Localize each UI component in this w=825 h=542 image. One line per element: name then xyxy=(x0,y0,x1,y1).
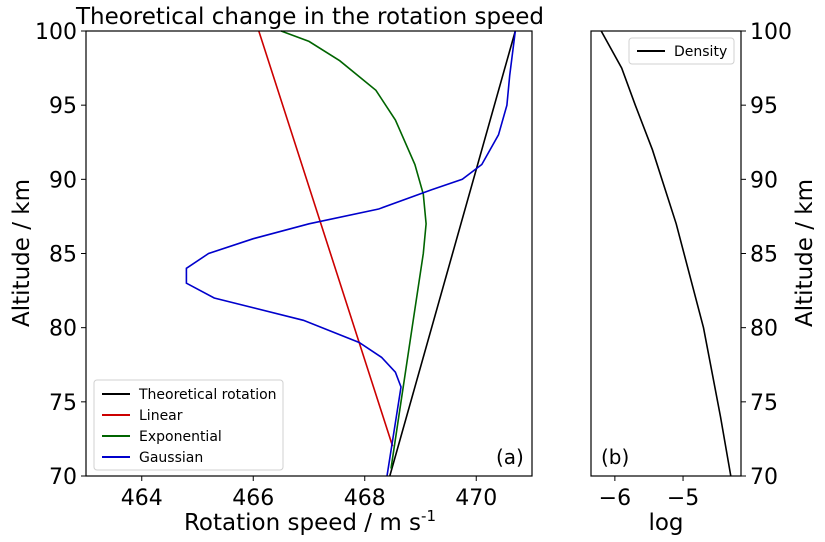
panel-a-y-axis-label: Altitude / km xyxy=(9,179,35,327)
legend-box xyxy=(628,37,735,65)
series-line-gaussian xyxy=(185,30,517,477)
y-tick-label: 90 xyxy=(49,168,77,193)
x-tick-label: 468 xyxy=(344,486,386,511)
legend-label-exponential: Exponential xyxy=(139,429,222,445)
panel-a-y-ticks: 70 75 80 85 90 95 100 xyxy=(35,20,86,490)
y-tick-label: 95 xyxy=(750,94,778,119)
y-tick-label: 95 xyxy=(49,94,77,119)
panel-a: Theoretical change in the rotation speed… xyxy=(9,4,544,536)
x-tick-label: 464 xyxy=(121,486,163,511)
panel-b-x-axis-label: log xyxy=(648,510,683,536)
y-tick-label: 90 xyxy=(750,168,778,193)
y-tick-label: 100 xyxy=(750,20,792,45)
y-tick-label: 80 xyxy=(49,317,77,342)
x-tick-label: −6 xyxy=(599,486,631,511)
panel-b-y-axis-label: Altitude / km xyxy=(792,179,818,327)
panel-b-series xyxy=(600,30,732,477)
series-line-theoretical-rotation xyxy=(389,30,517,477)
legend-label-linear: Linear xyxy=(139,408,183,424)
x-tick-label: 466 xyxy=(232,486,274,511)
legend-label-density: Density xyxy=(674,44,727,60)
panel-a-legend: Theoretical rotation Linear Exponential … xyxy=(93,379,284,471)
series-line-density xyxy=(600,30,732,477)
chart-title: Theoretical change in the rotation speed xyxy=(75,4,544,30)
legend-label-gaussian: Gaussian xyxy=(139,450,203,466)
y-tick-label: 85 xyxy=(750,243,778,268)
panel-a-x-ticks: 464 466 468 470 xyxy=(121,476,497,511)
panel-b-label: (b) xyxy=(601,445,629,469)
legend-label-theoretical: Theoretical rotation xyxy=(138,387,277,403)
y-tick-label: 70 xyxy=(49,465,77,490)
x-tick-label: 470 xyxy=(455,486,497,511)
y-tick-label: 80 xyxy=(750,317,778,342)
panel-a-label: (a) xyxy=(496,445,524,469)
legend-box xyxy=(93,379,284,471)
y-tick-label: 85 xyxy=(49,243,77,268)
series-line-linear xyxy=(258,30,394,447)
panel-a-series xyxy=(185,30,517,477)
x-tick-label: −5 xyxy=(667,486,699,511)
panel-b-x-ticks: −6 −5 xyxy=(599,476,699,511)
series-line-exponential xyxy=(280,30,427,469)
panel-b-legend: Density xyxy=(628,37,735,65)
panel-b-y-ticks: 70 75 80 85 90 95 100 xyxy=(741,20,792,490)
panel-a-x-axis-label: Rotation speed / m s-1 xyxy=(184,507,436,536)
y-tick-label: 70 xyxy=(750,465,778,490)
y-tick-label: 75 xyxy=(49,391,77,416)
y-tick-label: 100 xyxy=(35,20,77,45)
panel-b: −6 −5 70 75 80 85 90 95 100 log Altitude / km (… xyxy=(590,20,818,536)
y-tick-label: 75 xyxy=(750,391,778,416)
